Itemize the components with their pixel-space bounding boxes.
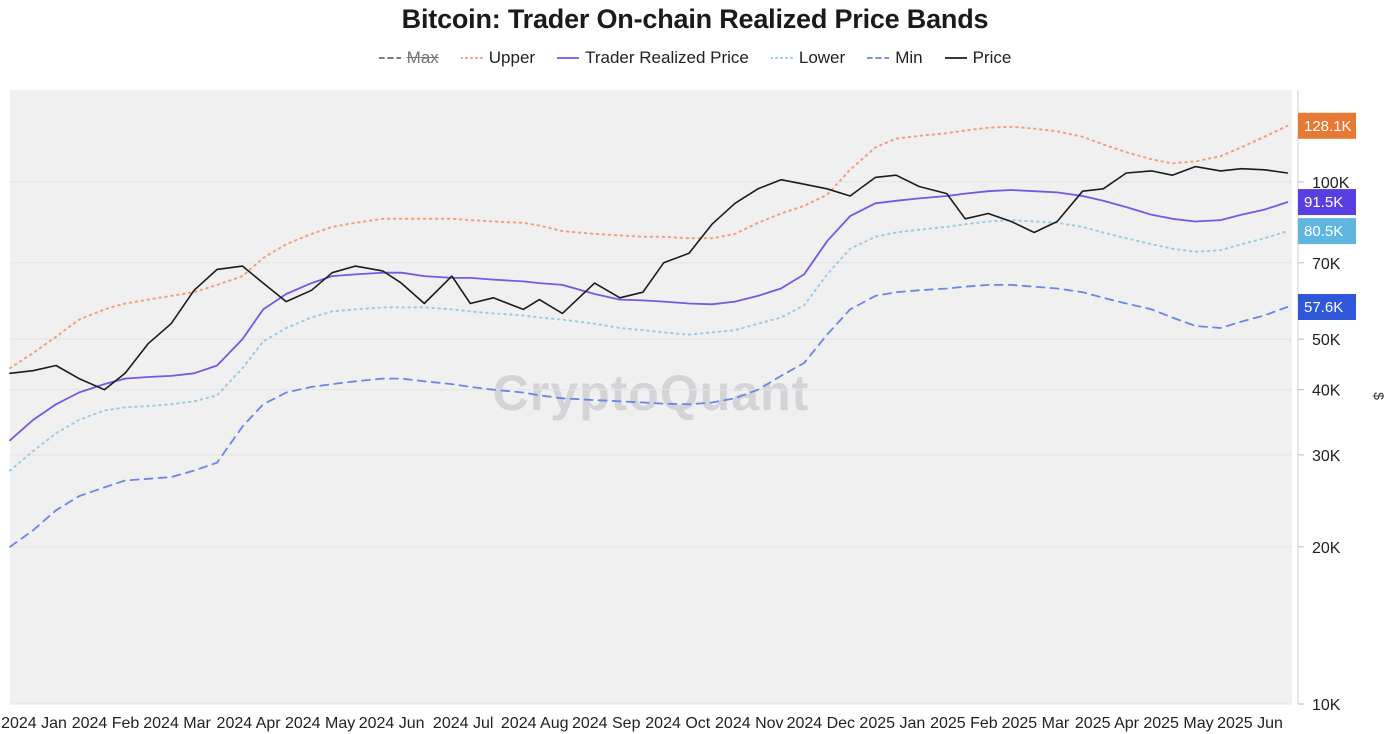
value-tag-label-lower: 80.5K — [1304, 223, 1343, 240]
x-tick-label-2024-nov: 2024 Nov — [715, 715, 784, 732]
series-line-price — [9, 165, 1289, 391]
value-tag-label-min: 57.6K — [1304, 299, 1343, 316]
legend-label-max: Max — [406, 48, 439, 67]
legend-swatch-lower — [770, 57, 793, 59]
legend-swatch-max — [378, 57, 401, 59]
value-tag-label-trader-realized-price: 91.5K — [1304, 194, 1343, 211]
x-tick-label-2025-mar: 2025 Mar — [1002, 715, 1070, 732]
legend-swatch-trader-realized-price — [557, 57, 580, 59]
legend-item-min[interactable]: Min — [867, 48, 923, 68]
x-tick-label-2024-mar: 2024 Mar — [143, 715, 211, 732]
value-tag-trader-realized-price — [1298, 189, 1356, 216]
x-tick-label-2025-jan: 2025 Jan — [859, 715, 925, 732]
legend-item-max[interactable]: Max — [378, 48, 439, 68]
legend-label-lower: Lower — [798, 48, 846, 67]
x-tick-label-2025-jun: 2025 Jun — [1217, 715, 1283, 732]
chart-legend: Max Upper Trader Realized Price Lower Min Pri… — [0, 48, 1390, 68]
x-tick-label-2025-may: 2025 May — [1143, 715, 1213, 732]
legend-item-price[interactable]: Price — [944, 48, 1012, 68]
x-tick-label-2025-feb: 2025 Feb — [930, 715, 998, 732]
x-tick-label-2024-sep: 2024 Sep — [572, 715, 641, 732]
value-tag-lower — [1298, 218, 1356, 245]
legend-item-trader-realized-price[interactable]: Trader Realized Price — [557, 48, 749, 68]
legend-item-upper[interactable]: Upper — [460, 48, 536, 68]
legend-label-price: Price — [972, 48, 1012, 67]
x-tick-label-2024-jun: 2024 Jun — [359, 715, 425, 732]
legend-label-upper: Upper — [488, 48, 536, 67]
y-axis-unit-label: $ — [1371, 392, 1387, 400]
x-tick-label-2024-feb: 2024 Feb — [72, 715, 140, 732]
y-tick-label-70K: 70K — [1312, 256, 1341, 273]
legend-swatch-min — [867, 57, 890, 59]
x-tick-label-2025-apr: 2025 Apr — [1075, 715, 1140, 732]
x-tick-label-2024-jul: 2024 Jul — [433, 715, 494, 732]
series-line-lower — [9, 219, 1289, 472]
y-tick-label-30K: 30K — [1312, 448, 1341, 465]
x-tick-label-2024-oct: 2024 Oct — [645, 715, 710, 732]
value-tag-min — [1298, 294, 1356, 321]
value-tag-upper — [1298, 112, 1356, 139]
x-tick-label-2024-jan: 2024 Jan — [1, 715, 67, 732]
y-tick-label-20K: 20K — [1312, 540, 1341, 557]
legend-label-trader-realized-price: Trader Realized Price — [585, 48, 749, 67]
plot-background — [10, 90, 1292, 704]
x-tick-label-2024-may: 2024 May — [285, 715, 355, 732]
y-tick-label-100K: 100K — [1312, 175, 1350, 192]
y-tick-label-50K: 50K — [1312, 332, 1341, 349]
legend-swatch-upper — [460, 57, 483, 59]
x-tick-label-2024-aug: 2024 Aug — [501, 715, 569, 732]
y-tick-label-40K: 40K — [1312, 383, 1341, 400]
legend-swatch-price — [944, 57, 967, 59]
chart-title: Bitcoin: Trader On-chain Realized Price … — [401, 4, 989, 34]
legend-label-min: Min — [895, 48, 923, 67]
series-line-min — [9, 283, 1289, 548]
legend-item-lower[interactable]: Lower — [770, 48, 846, 68]
x-tick-label-2024-dec: 2024 Dec — [787, 715, 856, 732]
watermark: CryptoQuant — [493, 365, 810, 421]
x-tick-label-2024-apr: 2024 Apr — [217, 715, 282, 732]
value-tag-label-upper: 128.1K — [1304, 118, 1352, 135]
y-tick-label-10K: 10K — [1312, 697, 1341, 714]
